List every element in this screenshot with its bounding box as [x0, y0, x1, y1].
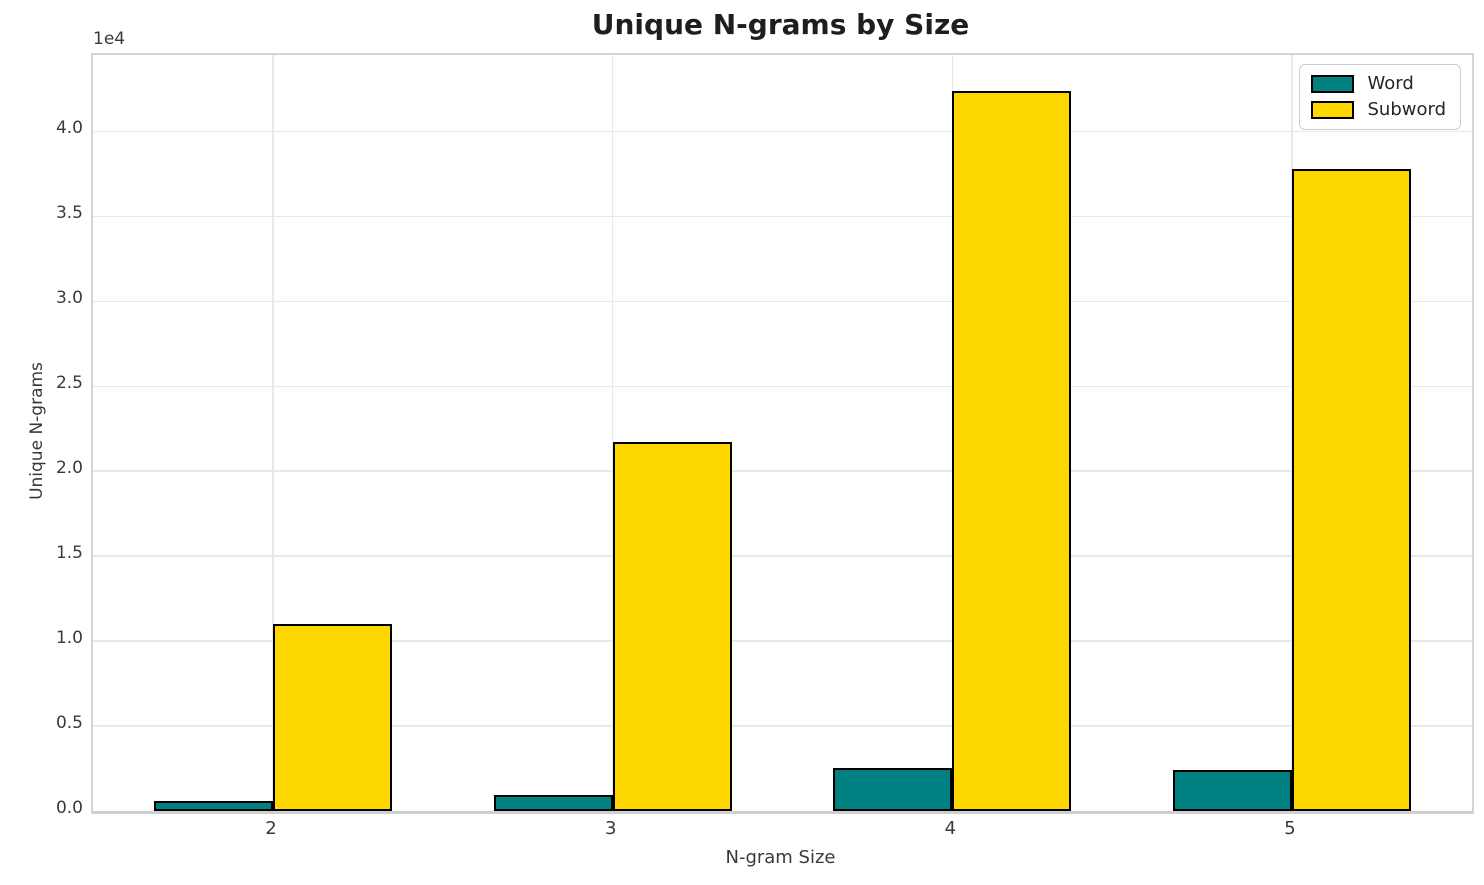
y-tick-label: 3.0: [55, 288, 83, 309]
y-tick-label: 2.5: [55, 373, 83, 394]
gridline-horizontal: [93, 300, 1472, 303]
y-tick-label: 3.5: [55, 203, 83, 224]
bar-word-3: [493, 794, 613, 811]
gridline-vertical: [272, 55, 274, 811]
gridline-vertical: [611, 55, 614, 811]
x-tick-label: 3: [604, 818, 617, 839]
gridline-horizontal: [93, 470, 1472, 472]
y-tick-label: 0.5: [55, 713, 83, 734]
gridline-horizontal: [93, 215, 1472, 218]
bar-word-2: [154, 800, 273, 811]
bar-word-5: [1173, 770, 1292, 811]
bar-subword-2: [273, 624, 392, 811]
x-tick-label: 5: [1284, 818, 1296, 839]
bar-subword-5: [1291, 168, 1411, 811]
gridline-horizontal: [93, 640, 1472, 642]
legend-swatch-subword: [1311, 101, 1355, 119]
legend-label: Word: [1367, 73, 1414, 94]
legend-item-word: Word: [1311, 75, 1446, 93]
y-tick-label: 4.0: [55, 118, 83, 139]
x-tick-label: 4: [944, 818, 957, 839]
chart-title: Unique N-grams by Size: [591, 8, 970, 41]
legend: Word Subword: [1299, 64, 1461, 130]
gridline-horizontal: [93, 555, 1472, 557]
y-tick-label: 1.5: [55, 543, 83, 564]
x-axis-label: N-gram Size: [725, 847, 836, 868]
y-tick-label: 2.0: [55, 458, 83, 479]
x-tick-label: 2: [265, 818, 277, 839]
bar-subword-3: [612, 442, 732, 811]
gridline-horizontal: [93, 385, 1472, 388]
legend-swatch-word: [1311, 75, 1355, 93]
y-tick-label: 0.0: [55, 798, 83, 818]
y-tick-label: 1.0: [55, 628, 83, 649]
gridline-horizontal: [93, 130, 1472, 133]
legend-item-subword: Subword: [1311, 101, 1446, 119]
plot-area: Word Subword: [91, 53, 1474, 814]
y-axis-offset-label: 1e4: [93, 29, 126, 49]
gridline-horizontal: [93, 725, 1472, 727]
bar-subword-4: [952, 90, 1072, 811]
bar-word-4: [833, 767, 953, 811]
legend-label: Subword: [1367, 99, 1446, 120]
